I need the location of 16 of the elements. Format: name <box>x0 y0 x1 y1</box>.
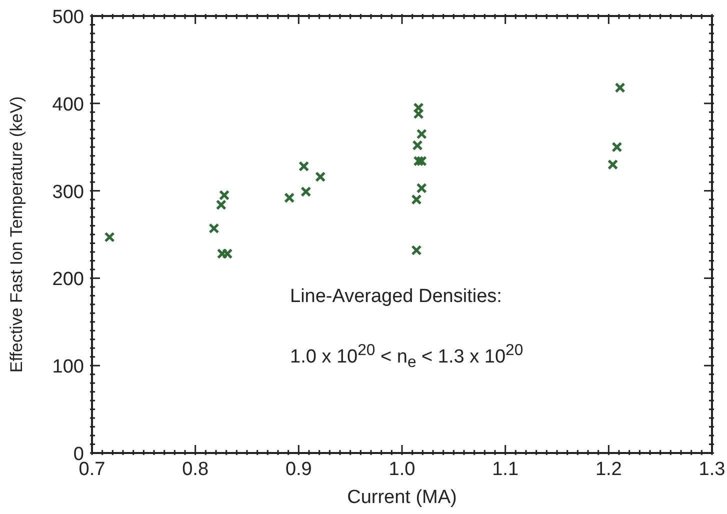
x-tick-label: 1.2 <box>595 459 622 480</box>
x-tick-label: 1.1 <box>492 459 519 480</box>
y-tick-label: 400 <box>52 94 84 116</box>
y-tick-label: 300 <box>52 182 84 203</box>
y-axis-title: Effective Fast Ion Temperature (keV) <box>7 96 26 373</box>
y-tick-label: 100 <box>52 356 84 378</box>
y-tick-label: 200 <box>52 269 84 290</box>
annotation: Line-Averaged Densities: <box>290 286 502 308</box>
x-axis-title: Current (MA) <box>347 487 457 508</box>
x-tick-label: 0.8 <box>182 459 209 480</box>
annotation: 1.0 x 10$^{20}$ < n$_{e}$ < 1.3 x 10$^{20}$ <box>290 342 524 372</box>
y-tick-label: 500 <box>52 7 84 28</box>
x-tick-label: 1.0 <box>388 459 416 480</box>
x-tick-label: 1.3 <box>698 459 726 480</box>
x-tick-label: 0.9 <box>285 459 312 480</box>
x-tick-label: 0.7 <box>78 459 106 480</box>
